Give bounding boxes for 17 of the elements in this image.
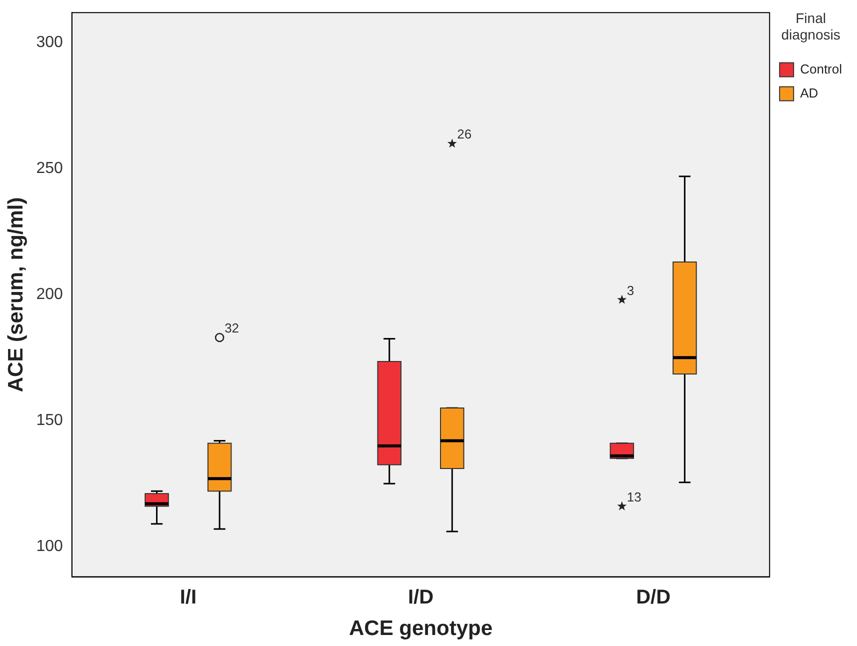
x-tick-label: I/I xyxy=(180,586,197,608)
x-tick-label: I/D xyxy=(408,586,434,608)
annotation: 32 xyxy=(224,320,240,336)
x-axis-title: ACE genotype xyxy=(348,617,492,640)
annotation: 13 xyxy=(626,489,642,504)
y-tick-label: 300 xyxy=(36,34,63,52)
y-tick-label: 200 xyxy=(36,286,63,304)
legend-label: Control xyxy=(800,61,842,76)
annotation: 26 xyxy=(457,126,472,142)
y-tick-label: 100 xyxy=(36,538,63,555)
y-axis-title: ACE (serum, ng/ml) xyxy=(4,197,28,392)
y-tick-label: 150 xyxy=(36,412,63,430)
x-tick-label: D/D xyxy=(636,586,671,608)
legend-title: Final diagnosis xyxy=(781,10,840,43)
legend-label: AD xyxy=(800,85,818,100)
y-tick-label: 250 xyxy=(36,160,63,178)
annotation: 3 xyxy=(626,282,634,298)
